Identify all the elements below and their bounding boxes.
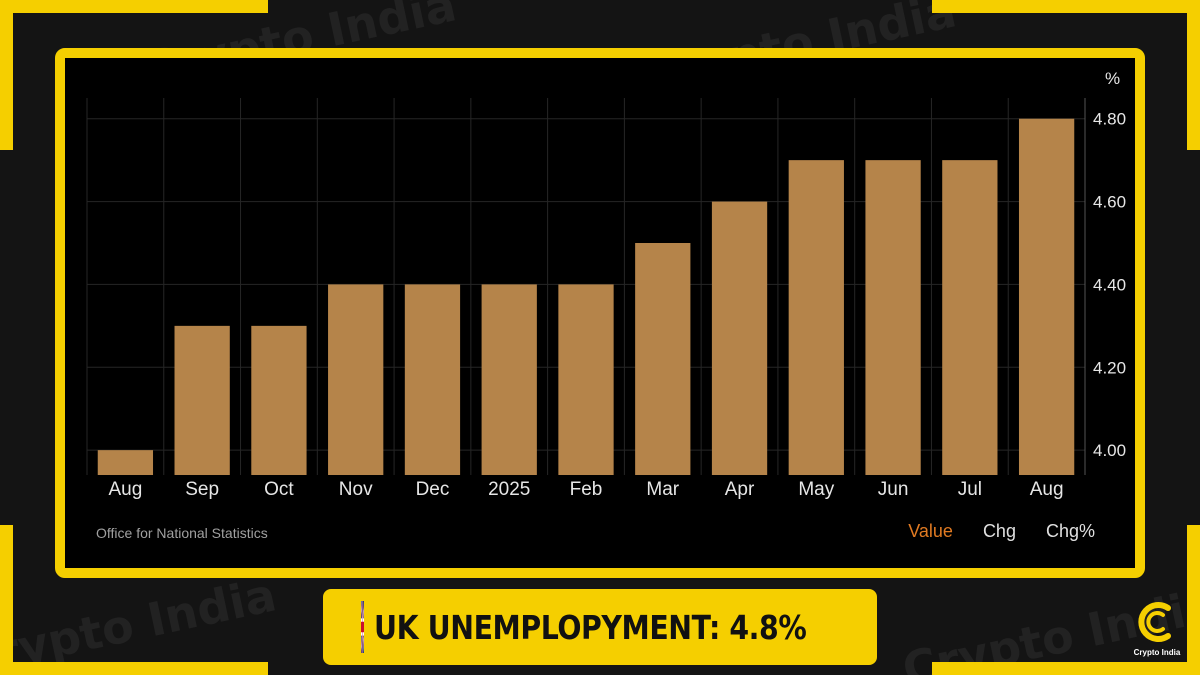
crypto-india-logo-icon — [1138, 602, 1171, 642]
uk-flag-icon — [361, 601, 365, 653]
x-tick-label: 2025 — [488, 479, 530, 500]
corner-accent — [0, 662, 268, 675]
x-tick-label: Nov — [339, 479, 373, 500]
corner-accent — [1187, 525, 1200, 675]
bar — [942, 160, 998, 475]
x-tick-label: Aug — [108, 479, 142, 500]
tab-chg-percent[interactable]: Chg% — [1045, 521, 1095, 541]
x-tick-label: Mar — [646, 479, 679, 500]
bar — [404, 284, 461, 475]
corner-accent — [0, 0, 268, 13]
tab-value[interactable]: Value — [908, 521, 953, 541]
corner-accent — [1187, 0, 1200, 150]
brand-name: Crypto India — [1133, 648, 1181, 657]
bar-chart: 4.00 4.20 4.40 4.60 4.80% Aug Sep Oct Nov Dec 2025… — [86, 69, 1126, 500]
bar — [558, 284, 614, 475]
headline-banner: UK UNEMPLOPYMENT: 4.8% — [323, 589, 877, 665]
y-tick-label: 4.00 — [1093, 441, 1126, 460]
x-tick-label: Oct — [264, 479, 294, 500]
x-tick-label: May — [798, 479, 834, 500]
y-unit-label: % — [1105, 69, 1120, 88]
corner-accent — [0, 0, 13, 150]
x-tick-label: Dec — [416, 479, 450, 500]
bar — [251, 325, 307, 475]
chart-panel: 4.00 4.20 4.40 4.60 4.80% Aug Sep Oct Nov Dec 2025… — [55, 48, 1145, 578]
x-tick-label: Aug — [1030, 479, 1064, 500]
brand-logo: Crypto India — [1127, 600, 1187, 670]
x-tick-label: Jun — [878, 479, 909, 500]
bar — [865, 160, 921, 475]
y-tick-label: 4.60 — [1093, 193, 1126, 212]
bar — [635, 243, 691, 475]
bar — [97, 450, 154, 475]
y-tick-label: 4.80 — [1093, 110, 1126, 129]
bar — [481, 284, 537, 475]
x-tick-label: Feb — [570, 479, 603, 500]
source-label: Office for National Statistics — [96, 525, 268, 541]
x-tick-label: Sep — [185, 479, 219, 500]
bar — [1018, 118, 1075, 475]
y-tick-label: 4.40 — [1093, 275, 1126, 294]
bar — [174, 325, 230, 475]
corner-accent — [0, 525, 13, 675]
corner-accent — [932, 0, 1200, 13]
corner-accent — [932, 662, 1200, 675]
tab-chg[interactable]: Chg — [982, 521, 1016, 541]
view-tabs: Value Chg Chg% — [908, 521, 1095, 542]
x-tick-label: Jul — [958, 479, 982, 500]
watermark-text: Crypto India — [0, 567, 281, 675]
bar — [328, 284, 384, 475]
y-tick-label: 4.20 — [1093, 358, 1126, 377]
headline-text: UK UNEMPLOPYMENT: 4.8% — [374, 607, 807, 647]
x-tick-label: Apr — [725, 479, 755, 500]
bar — [711, 201, 768, 476]
bar — [788, 160, 844, 475]
